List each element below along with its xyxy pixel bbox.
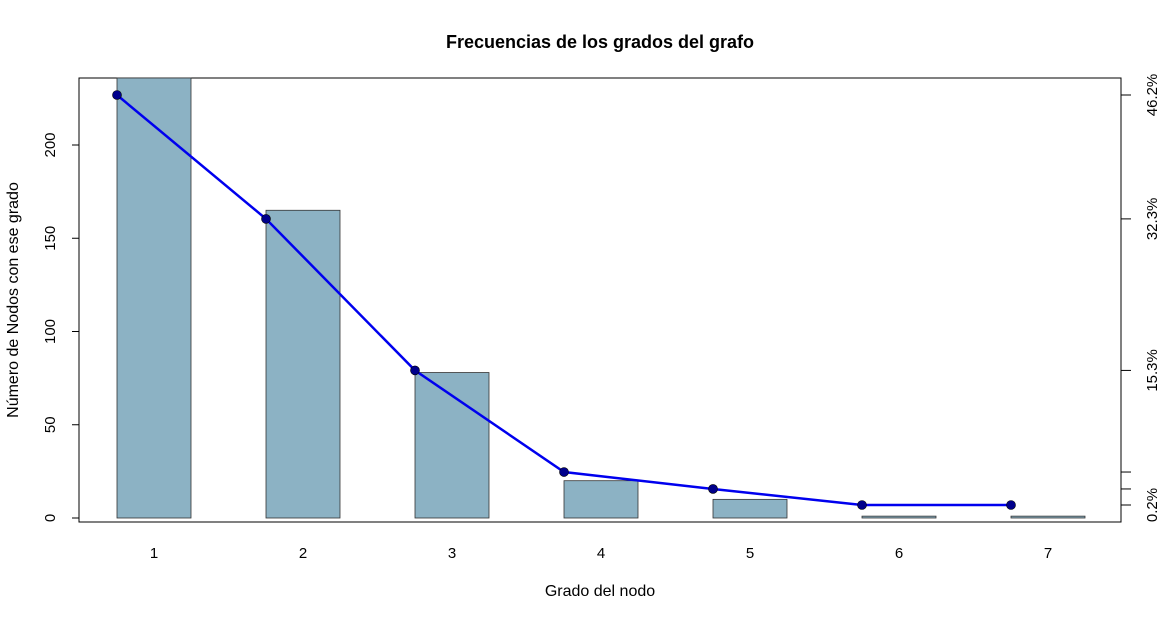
x-tick-label-2: 2 — [299, 545, 307, 562]
y-tick-label-0: 0 — [42, 514, 59, 522]
y-tick-label-150: 150 — [42, 226, 59, 251]
bar-7 — [1010, 515, 1086, 519]
right-tick-label-0: 46.2% — [1144, 74, 1161, 117]
y-tick-label-50: 50 — [42, 416, 59, 433]
line-point-1 — [112, 90, 122, 100]
x-tick-label-4: 4 — [597, 545, 605, 562]
bar-2 — [265, 209, 341, 519]
x-tick-label-7: 7 — [1044, 545, 1052, 562]
line-point-5 — [708, 484, 718, 494]
y-tick-label-200: 200 — [42, 132, 59, 157]
x-tick-label-1: 1 — [150, 545, 158, 562]
right-tick-label-3: 0.2% — [1144, 488, 1161, 522]
chart-title: Frecuencias de los grados del grafo — [446, 32, 754, 52]
line-point-7 — [1006, 500, 1016, 510]
bar-5 — [712, 498, 788, 519]
x-tick-label-5: 5 — [746, 545, 754, 562]
line-point-2 — [261, 214, 271, 224]
bar-1 — [116, 77, 192, 519]
line-point-4 — [559, 467, 569, 477]
line-point-3 — [410, 365, 420, 376]
line-point-6 — [857, 500, 867, 510]
right-tick-label-1: 32.3% — [1144, 198, 1161, 241]
plot-frame — [78, 77, 1122, 523]
right-tick-label-2: 15.3% — [1144, 349, 1161, 392]
x-axis-label: Grado del nodo — [545, 583, 655, 600]
bar-6 — [861, 515, 937, 519]
plot-area: 1 2 3 4 5 6 7 0 50 100 150 200 46.2% 32.3% 15.3% 0.2% — [42, 74, 1161, 562]
x-tick-label-6: 6 — [895, 545, 903, 562]
x-tick-label-3: 3 — [448, 545, 456, 562]
y-tick-label-100: 100 — [42, 319, 59, 344]
cumulative-line — [116, 94, 1011, 507]
bar-4 — [563, 480, 639, 519]
y-axis-label: Número de Nodos con ese grado — [5, 182, 22, 418]
